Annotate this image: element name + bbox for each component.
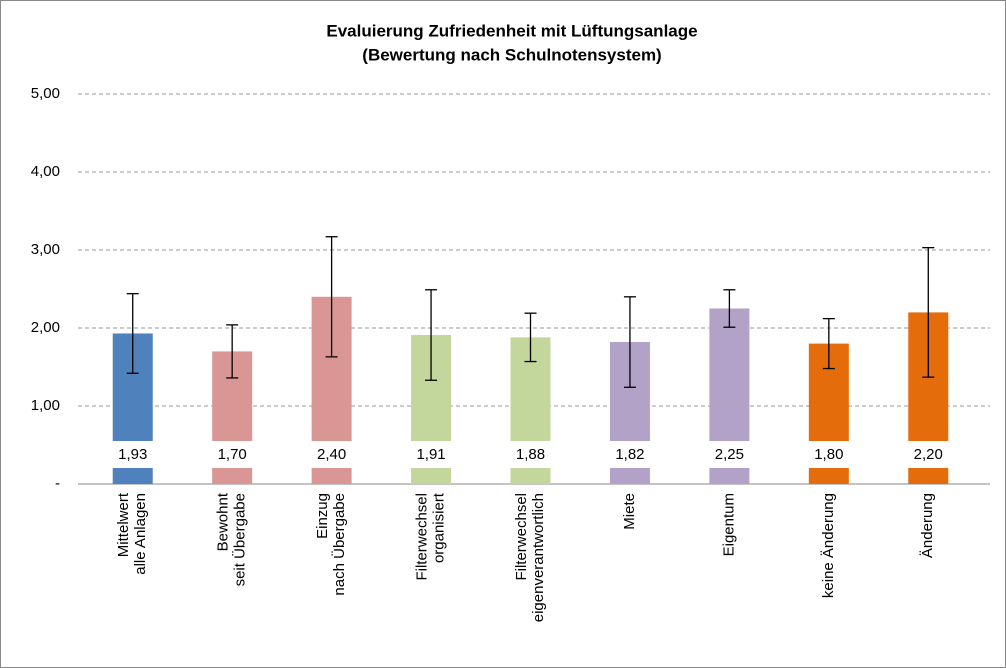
value-label-box <box>804 441 853 468</box>
x-tick-label: Bewohnt <box>215 492 232 551</box>
value-label: 1,88 <box>516 446 545 463</box>
x-tick-label: Filterwechsel <box>414 493 431 581</box>
x-tick-label: Miete <box>621 493 638 530</box>
chart-subtitle: (Bewertung nach Schulnotensystem) <box>362 45 661 64</box>
value-label-box <box>506 441 555 468</box>
y-tick-label: 5,00 <box>31 85 60 102</box>
y-tick-label: 1,00 <box>31 397 60 414</box>
x-tick-label: Änderung <box>919 493 936 558</box>
y-tick-label: - <box>55 475 60 492</box>
y-tick-label: 2,00 <box>31 319 60 336</box>
value-label-box <box>705 441 754 468</box>
value-label: 1,82 <box>615 446 644 463</box>
value-label: 1,80 <box>814 446 843 463</box>
x-tick-label: Einzug <box>314 493 331 539</box>
x-tick-label: Filterwechsel <box>513 493 530 581</box>
x-tick-label: keine Änderung <box>820 493 837 598</box>
x-tick-label: organisiert <box>431 492 448 563</box>
value-label: 1,93 <box>118 446 147 463</box>
value-label-box <box>605 441 654 468</box>
x-tick-label: Eigentum <box>720 493 737 556</box>
x-tick-label: seit Übergabe <box>231 493 249 586</box>
value-label: 2,20 <box>914 446 943 463</box>
value-label-box <box>904 441 953 468</box>
value-label-box <box>407 441 456 468</box>
chart-title: Evaluierung Zufriedenheit mit Lüftungsan… <box>326 21 697 40</box>
x-tick-label: alle Anlagen <box>132 493 149 575</box>
value-label: 2,40 <box>317 446 346 463</box>
value-label-box <box>307 441 356 468</box>
x-tick-label: nach Übergabe <box>330 493 348 596</box>
y-tick-label: 3,00 <box>31 241 60 258</box>
x-tick-label: eigenverantwortlich <box>530 493 547 622</box>
x-tick-label: Mittelwert <box>115 492 132 557</box>
value-label: 1,70 <box>218 446 247 463</box>
value-label-box <box>108 441 157 468</box>
y-tick-label: 4,00 <box>31 163 60 180</box>
value-label: 2,25 <box>715 446 744 463</box>
value-label-box <box>208 441 257 468</box>
value-label: 1,91 <box>416 446 445 463</box>
